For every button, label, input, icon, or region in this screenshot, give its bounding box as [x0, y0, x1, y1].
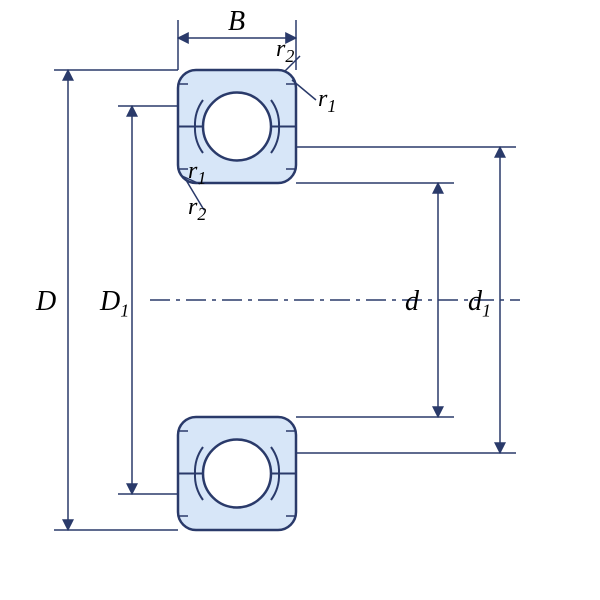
label-d1: d1 — [468, 286, 491, 322]
label-r1-top-sub: 1 — [327, 96, 336, 116]
label-D: D — [36, 286, 56, 318]
bottom-ring-section — [178, 417, 296, 530]
label-d: d — [405, 286, 419, 318]
label-d1-sub: 1 — [482, 301, 491, 321]
label-D-text: D — [36, 286, 56, 317]
label-r2-inner: r2 — [188, 194, 206, 225]
label-r2-top: r2 — [276, 36, 294, 67]
label-d-text: d — [405, 286, 419, 317]
label-r1-top-base: r — [318, 86, 327, 112]
label-D1-base: D — [100, 286, 120, 317]
label-D1: D1 — [100, 286, 129, 322]
label-d1-base: d — [468, 286, 482, 317]
label-r2-top-sub: 2 — [285, 46, 294, 66]
label-r2-top-base: r — [276, 36, 285, 62]
label-B-text: B — [228, 6, 245, 37]
label-r1-inner: r1 — [188, 158, 206, 189]
label-D1-sub: 1 — [120, 301, 129, 321]
label-r2-inner-base: r — [188, 194, 197, 220]
label-r2-inner-sub: 2 — [197, 204, 206, 224]
label-B: B — [228, 6, 245, 38]
diagram-svg — [0, 0, 600, 600]
bearing-cross-section-diagram: B D D1 d d1 r1 r2 r1 r2 — [0, 0, 600, 600]
label-r1-top: r1 — [318, 86, 336, 117]
label-r1-inner-sub: 1 — [197, 168, 206, 188]
label-r1-inner-base: r — [188, 158, 197, 184]
